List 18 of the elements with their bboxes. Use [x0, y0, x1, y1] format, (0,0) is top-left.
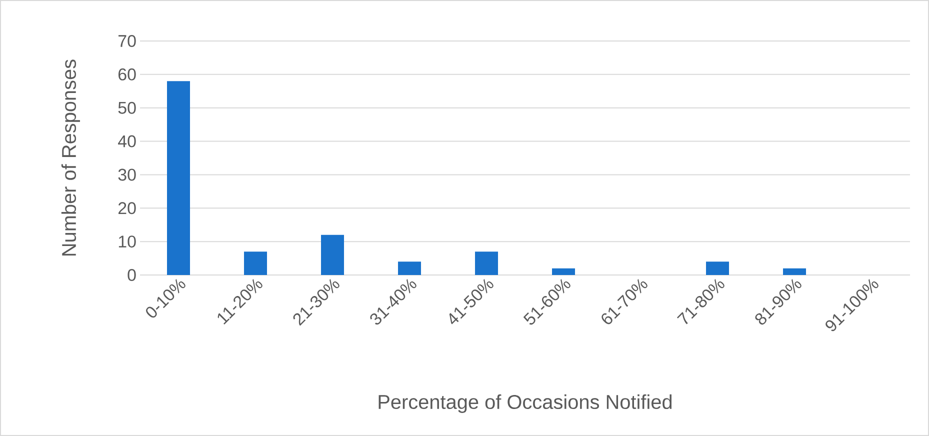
- y-tick-label: 30: [118, 168, 136, 181]
- y-tick-label: 60: [118, 68, 136, 80]
- y-tick-label: 20: [118, 202, 136, 214]
- y-axis-title: Number of Responses: [61, 60, 80, 256]
- bar: [321, 234, 344, 275]
- bar: [706, 262, 730, 275]
- bar: [475, 252, 498, 275]
- y-tick-label: 50: [118, 102, 136, 114]
- x-axis-title: Percentage of Occasions Notified: [378, 394, 672, 413]
- y-tick-label: 40: [118, 135, 136, 148]
- bar: [783, 268, 806, 275]
- bar: [167, 81, 190, 275]
- y-tick-label: 70: [118, 35, 136, 48]
- y-tick-label: 10: [118, 236, 136, 248]
- bar: [398, 262, 422, 275]
- y-tick-label: 0: [128, 269, 136, 281]
- bar: [244, 252, 268, 275]
- bar: [552, 268, 576, 275]
